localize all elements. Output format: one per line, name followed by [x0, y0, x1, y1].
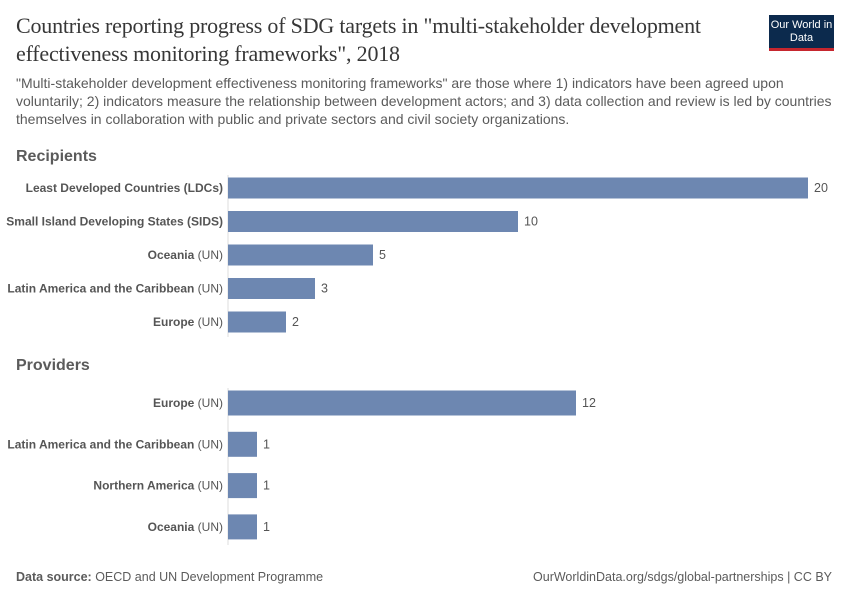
- panel-title: Recipients: [16, 148, 97, 165]
- chart-subtitle: "Multi-stakeholder development effective…: [16, 75, 832, 127]
- category-label: Oceania (UN): [148, 520, 223, 534]
- category-label: Europe (UN): [153, 396, 223, 410]
- data-source: Data source: OECD and UN Development Pro…: [16, 570, 323, 584]
- category-label: Least Developed Countries (LDCs): [26, 181, 223, 195]
- category-label: Latin America and the Caribbean (UN): [7, 437, 223, 451]
- category-label: Latin America and the Caribbean (UN): [7, 282, 223, 296]
- chart-header: Countries reporting progress of SDG targ…: [16, 12, 841, 128]
- bar[interactable]: [228, 311, 286, 333]
- value-label: 12: [582, 396, 596, 410]
- bar[interactable]: [228, 244, 373, 266]
- bar[interactable]: [228, 514, 257, 540]
- chart-title: Countries reporting progress of SDG targ…: [16, 13, 701, 66]
- source-url[interactable]: OurWorldinData.org/sdgs/global-partnersh…: [533, 570, 832, 584]
- value-label: 20: [814, 181, 828, 195]
- value-label: 1: [263, 437, 270, 451]
- value-label: 1: [263, 479, 270, 493]
- value-label: 5: [379, 248, 386, 262]
- category-label: Oceania (UN): [148, 248, 223, 262]
- source-label: Data source:: [16, 570, 92, 584]
- category-label: Northern America (UN): [93, 479, 223, 493]
- bar[interactable]: [228, 278, 315, 299]
- panel-title: Providers: [16, 357, 90, 374]
- bar[interactable]: [228, 211, 518, 232]
- bar[interactable]: [228, 431, 257, 457]
- value-label: 2: [292, 315, 299, 329]
- value-label: 3: [321, 282, 328, 296]
- bar[interactable]: [228, 177, 808, 199]
- value-label: 10: [524, 215, 538, 229]
- bar[interactable]: [228, 390, 576, 416]
- category-label: Europe (UN): [153, 315, 223, 329]
- source-text: OECD and UN Development Programme: [91, 570, 324, 584]
- value-label: 1: [263, 520, 270, 534]
- category-label: Small Island Developing States (SIDS): [6, 215, 223, 229]
- bar[interactable]: [228, 473, 257, 499]
- owid-logo[interactable]: Our World in Data: [769, 15, 834, 51]
